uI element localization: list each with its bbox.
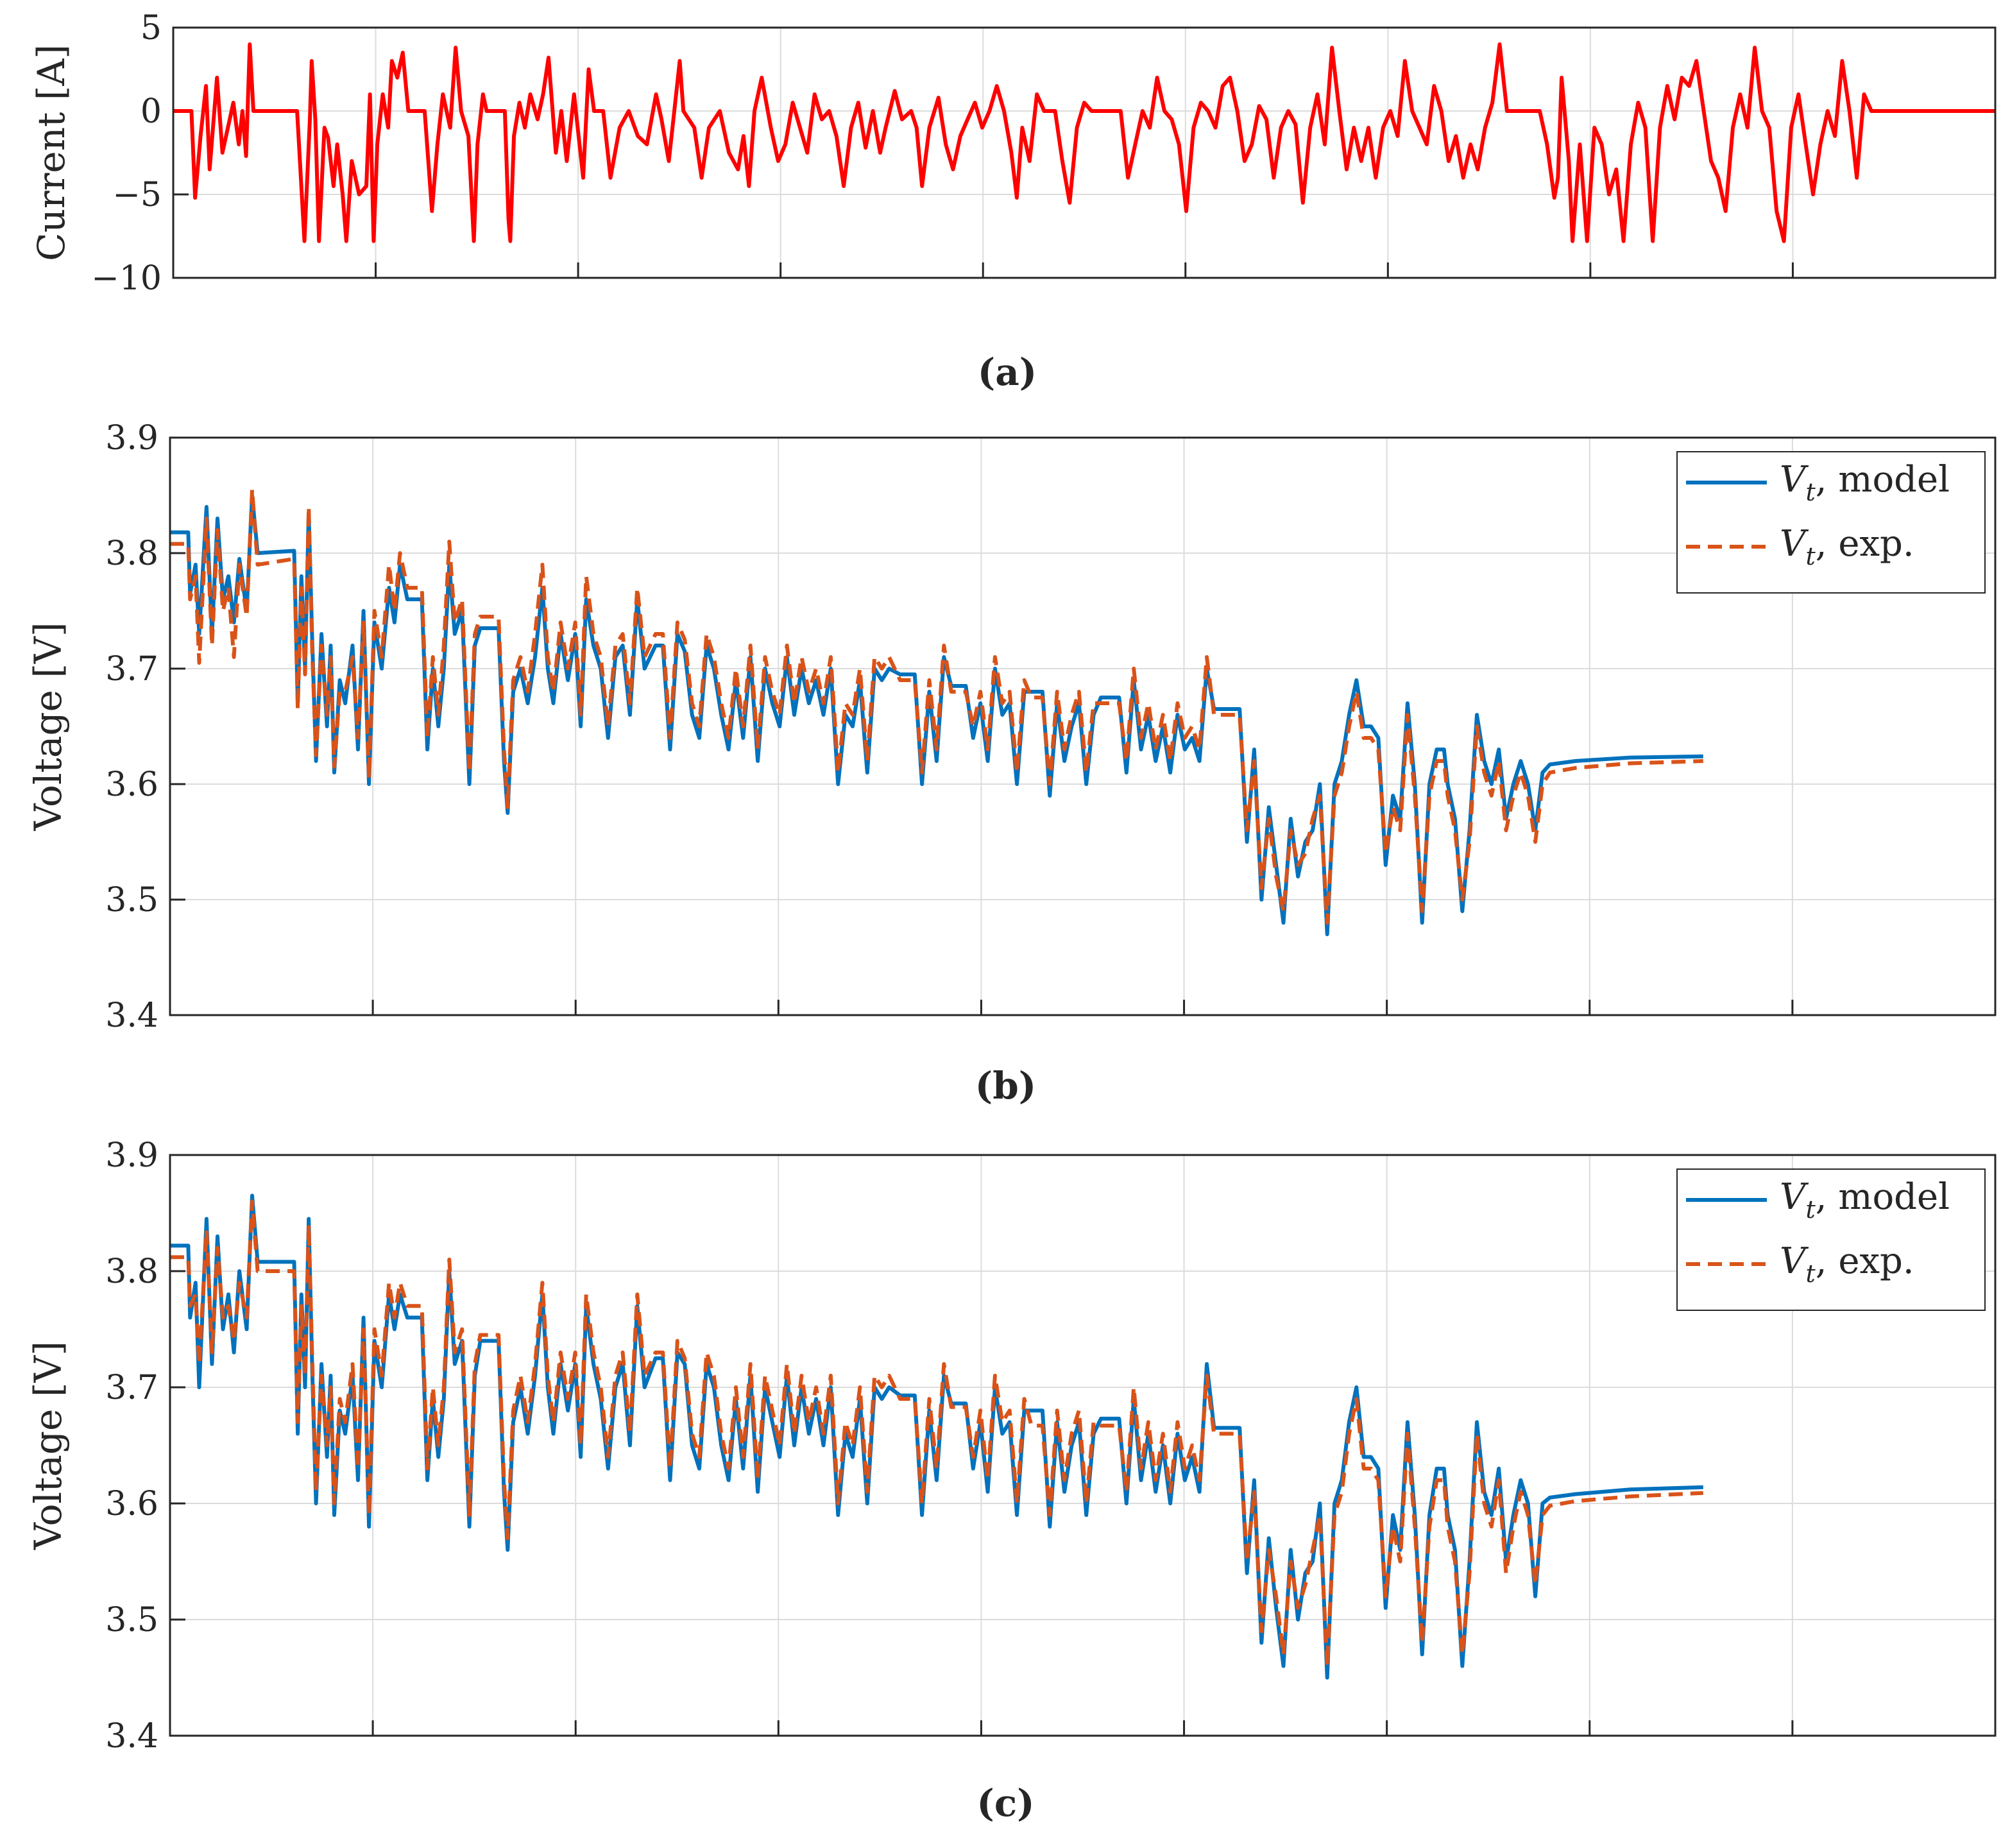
axes-box xyxy=(169,1154,1997,1737)
y-tick-label: 3.7 xyxy=(105,650,158,689)
axes-box xyxy=(172,26,1997,279)
series-line-current xyxy=(173,42,1995,243)
panel-label: (c) xyxy=(976,1781,1034,1825)
y-tick-label: 3.8 xyxy=(105,1253,158,1291)
y-tick-label: 3.8 xyxy=(105,535,158,573)
y-tick-label: 3.9 xyxy=(105,1136,158,1175)
legend-subscript: t xyxy=(1805,1195,1816,1224)
legend-subscript: t xyxy=(1805,478,1816,506)
panel-a: −10 −5 0 5 Current [A] (a) xyxy=(30,9,1997,394)
legend-subscript: t xyxy=(1805,1260,1816,1288)
series-line-exp xyxy=(170,488,1703,925)
legend-symbol: V xyxy=(1780,1240,1809,1282)
legend-text: , model xyxy=(1816,459,1950,501)
y-tick-label: 3.9 xyxy=(105,419,158,458)
y-tick-label: 3.6 xyxy=(105,766,158,804)
y-axis-label: Current [A] xyxy=(30,44,73,261)
legend-text: , exp. xyxy=(1816,523,1914,565)
y-axis-label: Voltage [V] xyxy=(26,1341,70,1550)
y-tick-label: 3.4 xyxy=(105,997,158,1035)
y-tick-label: 5 xyxy=(141,9,162,47)
y-tick-label: 3.5 xyxy=(105,1601,158,1639)
y-tick-label: 3.7 xyxy=(105,1369,158,1407)
panel-label: (b) xyxy=(975,1064,1036,1108)
legend-symbol: V xyxy=(1780,1176,1809,1218)
legend-label: Vt, exp. xyxy=(1780,523,1914,570)
legend-subscript: t xyxy=(1805,542,1816,570)
panel-label: (a) xyxy=(978,350,1037,394)
y-tick-label: −5 xyxy=(112,176,162,214)
y-tick-label: −10 xyxy=(91,259,162,298)
y-tick-label: 3.4 xyxy=(105,1717,158,1756)
plot-area xyxy=(173,28,1995,278)
legend-box xyxy=(1676,451,1986,594)
legend-label: Vt, model xyxy=(1780,459,1950,506)
y-tick-label: 3.5 xyxy=(105,881,158,920)
legend-text: , model xyxy=(1816,1176,1950,1218)
legend-box xyxy=(1676,1168,1986,1311)
legend-label: Vt, model xyxy=(1780,1176,1950,1224)
y-tick-label: 3.6 xyxy=(105,1485,158,1523)
legend-symbol: V xyxy=(1780,459,1809,501)
legend-text: , exp. xyxy=(1816,1240,1914,1282)
axes-box xyxy=(169,436,1997,1016)
legend-label: Vt, exp. xyxy=(1780,1240,1914,1288)
y-axis-label: Voltage [V] xyxy=(26,622,70,832)
legend-symbol: V xyxy=(1780,523,1809,565)
y-tick-label: 0 xyxy=(141,92,162,131)
series-line-exp xyxy=(170,1199,1703,1668)
